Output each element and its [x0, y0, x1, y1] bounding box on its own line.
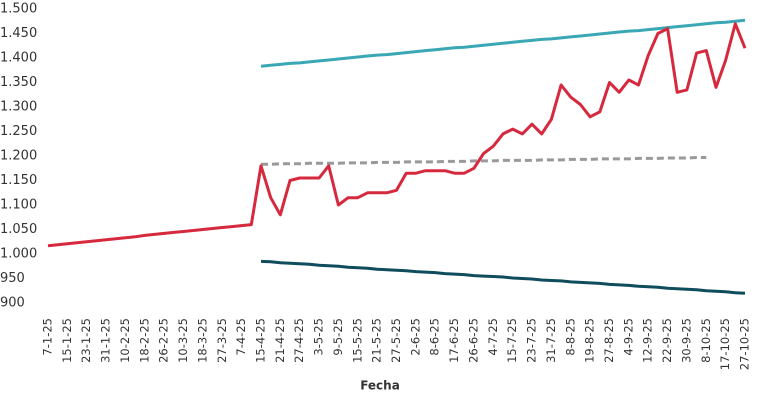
x-tick-label: 18-2-25 [137, 318, 151, 363]
x-tick-label: 23-1-25 [79, 318, 93, 363]
y-tick-label: 1.200 [0, 149, 37, 164]
x-tick-label: 27-8-25 [602, 318, 616, 363]
x-tick-label: 10-3-25 [176, 318, 190, 363]
y-tick-label: 1.250 [0, 124, 37, 139]
x-tick-label: 8-8-25 [563, 318, 577, 356]
x-tick-label: 23-7-25 [525, 318, 539, 363]
x-tick-label: 21-5-25 [370, 318, 384, 363]
x-tick-label: 22-9-25 [660, 318, 674, 363]
x-tick-label: 18-3-25 [195, 318, 209, 363]
x-tick-label: 15-7-25 [505, 318, 519, 363]
x-tick-label: 2-6-25 [408, 318, 422, 356]
x-tick-label: 27-3-25 [215, 318, 229, 363]
series-line [260, 18, 746, 68]
series-line [260, 259, 746, 295]
y-tick-label: 1.150 [0, 173, 37, 188]
series-line [47, 22, 747, 248]
series-line [261, 156, 707, 166]
x-tick-label: 7-1-25 [41, 318, 55, 356]
x-tick-label: 21-4-25 [273, 318, 287, 363]
x-tick-label: 17-6-25 [447, 318, 461, 363]
x-tick-label: 27-10-25 [738, 318, 752, 370]
x-tick-label: 10-2-25 [118, 318, 132, 363]
x-tick-label: 27-5-25 [389, 318, 403, 363]
x-tick-label: 19-8-25 [583, 318, 597, 363]
x-tick-label: 26-6-25 [466, 318, 480, 363]
x-tick-label: 3-5-25 [312, 318, 326, 356]
x-tick-label: 17-10-25 [718, 318, 732, 370]
y-tick-label: 1.050 [0, 222, 37, 237]
y-tick-label: 1.000 [0, 247, 37, 262]
y-tick-label: 1.300 [0, 100, 37, 115]
y-tick-label: 1.350 [0, 75, 37, 90]
x-tick-label: 8-10-25 [699, 318, 713, 363]
x-tick-label: 31-7-25 [544, 318, 558, 363]
x-tick-label: 8-6-25 [428, 318, 442, 356]
x-tick-label: 15-1-25 [60, 318, 74, 363]
y-tick-label: 950 [0, 271, 25, 286]
y-tick-label: 900 [0, 296, 25, 311]
x-tick-label: 4-7-25 [486, 318, 500, 356]
y-tick-label: 1.450 [0, 26, 37, 41]
y-tick-label: 1.100 [0, 198, 37, 213]
x-tick-label: 9-5-25 [331, 318, 345, 356]
x-tick-label: 30-9-25 [679, 318, 693, 363]
x-tick-label: 7-4-25 [234, 318, 248, 356]
x-tick-label: 31-1-25 [99, 318, 113, 363]
x-tick-label: 4-9-25 [621, 318, 635, 356]
x-tick-label: 12-9-25 [641, 318, 655, 363]
x-tick-label: 26-2-25 [157, 318, 171, 363]
x-tick-label: 27-4-25 [292, 318, 306, 363]
x-axis-label: Fecha [360, 379, 400, 393]
y-tick-label: 1.500 [0, 2, 37, 17]
x-tick-label: 15-5-25 [350, 318, 364, 363]
y-tick-label: 1.400 [0, 51, 37, 66]
x-tick-label: 15-4-25 [253, 318, 267, 363]
